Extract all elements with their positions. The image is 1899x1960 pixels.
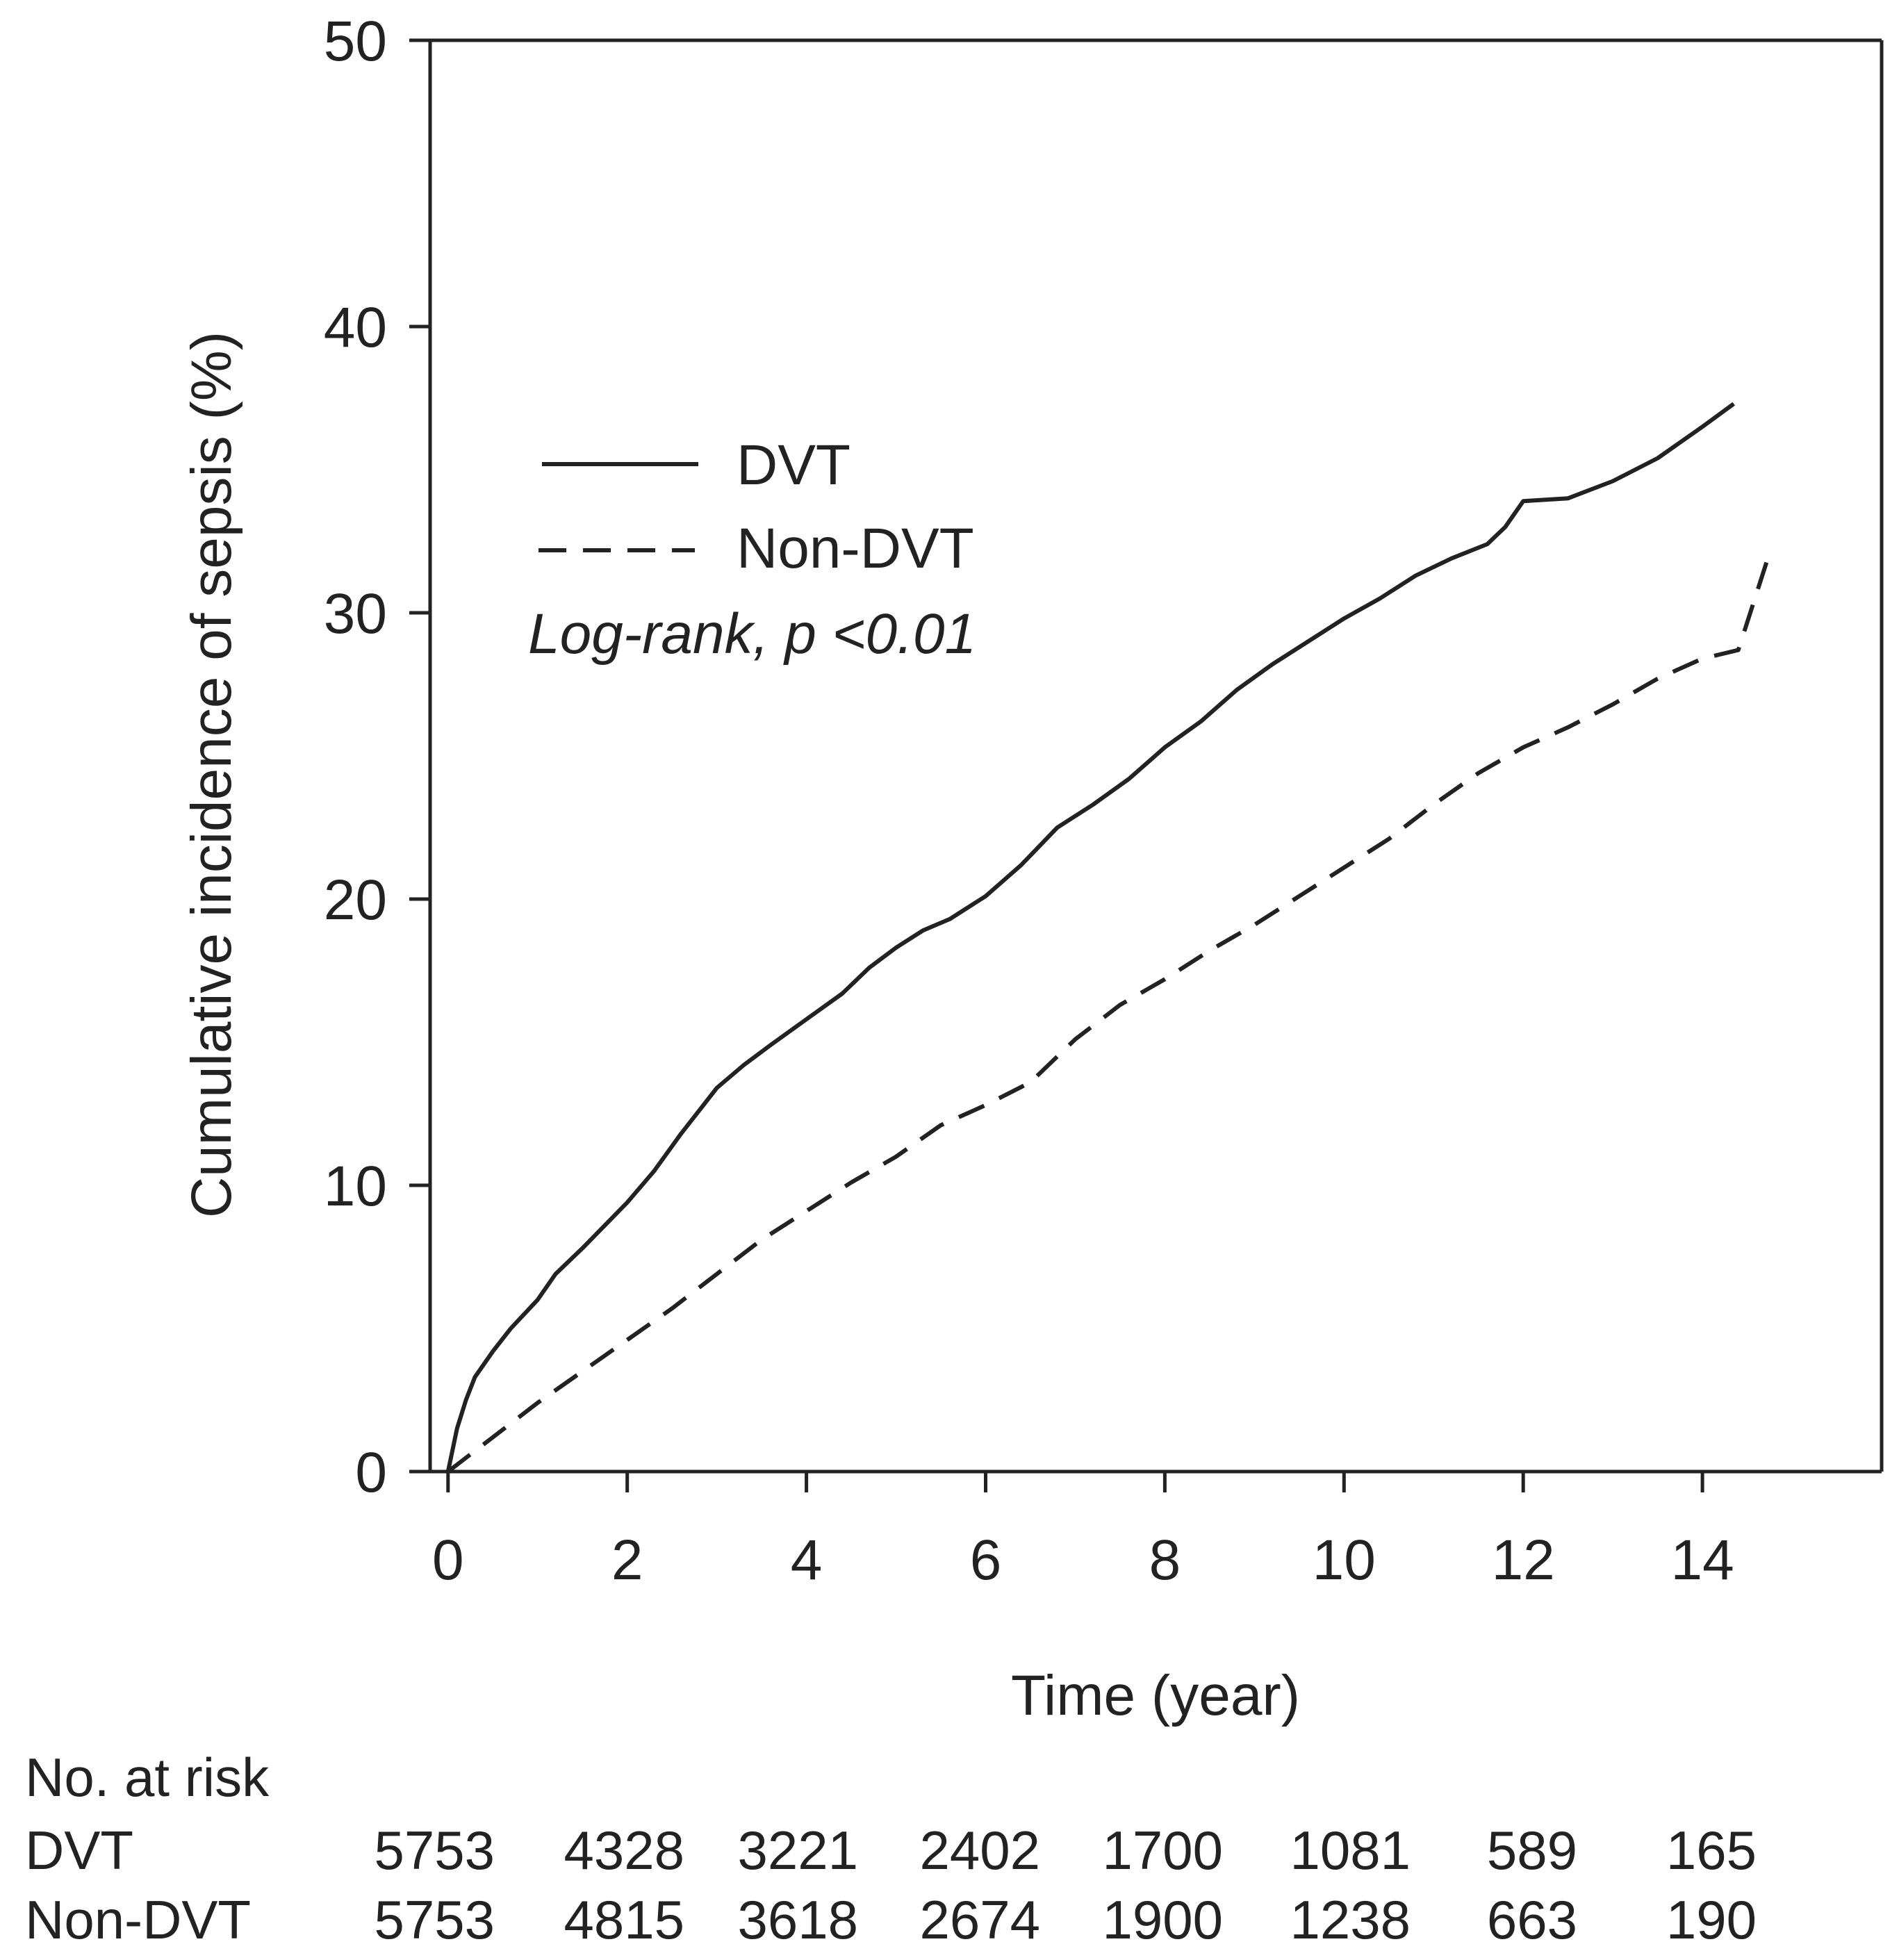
risk-table-title: No. at risk [25, 1747, 270, 1808]
risk-value: 2674 [919, 1889, 1040, 1950]
y-tick-label: 10 [324, 1155, 387, 1218]
risk-value: 589 [1487, 1820, 1577, 1881]
risk-values: 5753 4328 3221 2402 1700 1081 589 165 5753 4815 36… [374, 1820, 1757, 1950]
legend-label-dvt: DVT [737, 434, 850, 497]
x-tick-label: 0 [432, 1529, 464, 1592]
y-axis-title: Cumulative incidence of sepsis (%) [180, 331, 243, 1218]
x-tick-label: 2 [611, 1529, 643, 1592]
y-axis-ticks: 0 10 20 30 40 50 [324, 10, 430, 1504]
plot-frame [428, 38, 1884, 1474]
risk-value: 2402 [919, 1820, 1040, 1881]
x-tick-label: 10 [1313, 1529, 1376, 1592]
x-tick-label: 12 [1492, 1529, 1555, 1592]
series-layer [445, 402, 1772, 1474]
risk-value: 165 [1666, 1820, 1757, 1881]
y-tick-label: 30 [324, 582, 387, 645]
risk-value: 1700 [1102, 1820, 1223, 1881]
risk-row-label-dvt: DVT [25, 1820, 133, 1881]
risk-value: 4328 [564, 1820, 684, 1881]
x-axis-ticks: 0 2 4 6 8 10 12 14 [432, 1472, 1734, 1592]
y-tick-label: 0 [355, 1441, 387, 1504]
risk-value: 1238 [1290, 1889, 1411, 1950]
x-axis-title: Time (year) [1011, 1664, 1300, 1727]
y-tick-label: 20 [324, 868, 387, 932]
risk-value: 663 [1487, 1889, 1577, 1950]
y-tick-label: 50 [324, 10, 387, 73]
x-tick-label: 8 [1149, 1529, 1181, 1592]
logrank-annotation: Log-rank, p <0.01 [528, 602, 976, 666]
x-tick-label: 4 [791, 1529, 823, 1592]
risk-value: 3221 [737, 1820, 858, 1881]
risk-value: 4815 [564, 1889, 684, 1950]
legend-label-non-dvt: Non-DVT [737, 517, 974, 580]
risk-value: 5753 [374, 1820, 495, 1881]
x-tick-label: 14 [1670, 1529, 1734, 1592]
risk-value: 1081 [1290, 1820, 1411, 1881]
risk-row-label-non-dvt: Non-DVT [25, 1889, 251, 1950]
x-tick-label: 6 [970, 1529, 1002, 1592]
y-tick-label: 40 [324, 296, 387, 359]
series-line-dvt [445, 402, 1735, 1472]
risk-value: 190 [1666, 1889, 1757, 1950]
risk-value: 3618 [737, 1889, 858, 1950]
risk-value: 5753 [374, 1889, 495, 1950]
risk-value: 1900 [1102, 1889, 1223, 1950]
risk-table: No. at risk DVT Non-DVT 5753 4328 3221 2402… [25, 1747, 1757, 1950]
legend: DVT Non-DVT Log-rank, p <0.01 [528, 434, 976, 666]
series-line-non-dvt [446, 552, 1772, 1474]
